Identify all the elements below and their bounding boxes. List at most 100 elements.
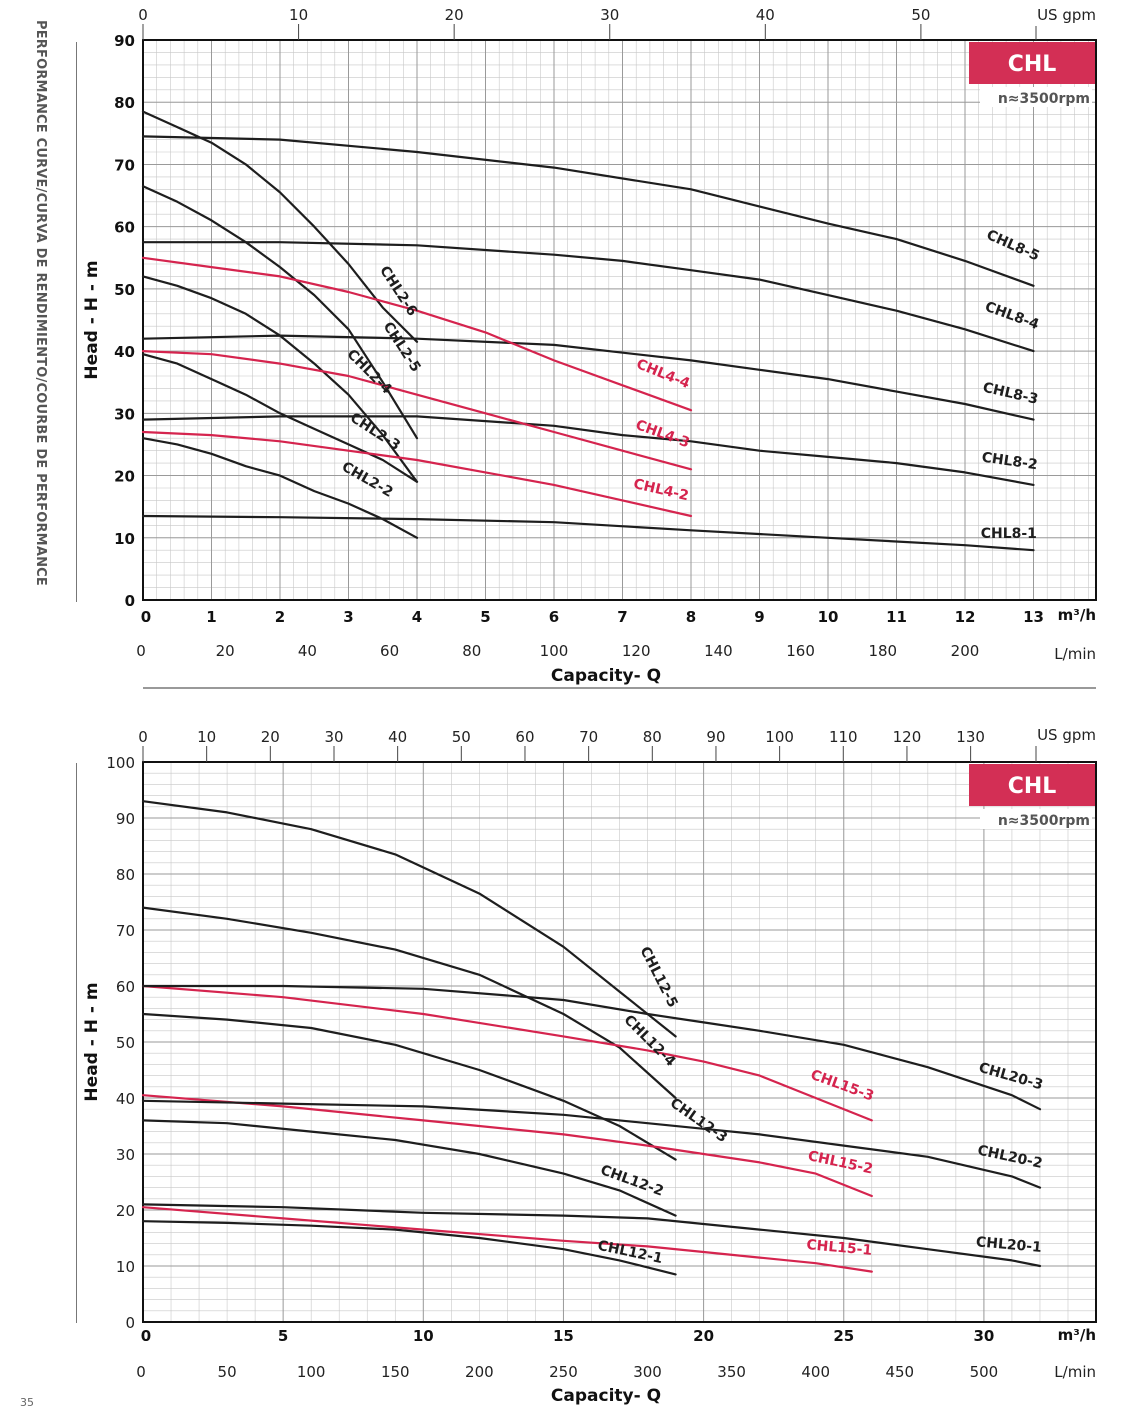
gpm-tick-label: 100 bbox=[765, 728, 794, 746]
curve-chl2-2 bbox=[141, 437, 419, 539]
lpm-tick-label: 50 bbox=[218, 1363, 237, 1381]
y-tick-label: 30 bbox=[114, 405, 135, 423]
curves bbox=[141, 800, 1042, 1276]
x-tick-label: 8 bbox=[686, 608, 696, 626]
y-tick-label: 60 bbox=[116, 978, 135, 996]
gpm-tick-label: 50 bbox=[911, 6, 930, 24]
gpm-unit-label: US gpm bbox=[1037, 6, 1096, 24]
y-tick-label: 20 bbox=[114, 468, 135, 486]
x-tick-label: 25 bbox=[833, 1327, 854, 1345]
lpm-tick-label: 100 bbox=[540, 642, 569, 660]
gpm-tick-label: 50 bbox=[452, 728, 471, 746]
curve-chl12-3 bbox=[141, 1012, 677, 1161]
gpm-tick-label: 120 bbox=[893, 728, 922, 746]
lpm-tick-label: 450 bbox=[885, 1363, 914, 1381]
model-badge bbox=[969, 42, 1095, 84]
curve-chl15-2 bbox=[141, 1094, 873, 1198]
x-tick-label: 5 bbox=[278, 1327, 288, 1345]
y-tick-label: 40 bbox=[114, 343, 135, 361]
curves bbox=[141, 110, 1035, 552]
x-tick-label: 2 bbox=[275, 608, 285, 626]
gpm-tick-label: 30 bbox=[324, 728, 343, 746]
curve-chl12-5 bbox=[141, 800, 677, 1038]
x-tick-label: 3 bbox=[343, 608, 353, 626]
rpm-note: n≈3500rpm bbox=[998, 91, 1090, 107]
gpm-tick-label: 40 bbox=[388, 728, 407, 746]
curve-chl8-2 bbox=[141, 415, 1035, 486]
side-title: PERFORMANCE CURVE/CURVA DE RENDIMIENTO/C… bbox=[33, 20, 48, 586]
y-tick-label: 0 bbox=[125, 1314, 135, 1332]
lpm-tick-label: 160 bbox=[786, 642, 815, 660]
gpm-tick-label: 110 bbox=[829, 728, 858, 746]
curve-chl8-4 bbox=[141, 241, 1035, 353]
gpm-tick-label: 0 bbox=[138, 728, 148, 746]
gpm-unit-label: US gpm bbox=[1037, 726, 1096, 744]
y-tick-label: 90 bbox=[114, 32, 135, 50]
lpm-unit-label: L/min bbox=[1054, 645, 1096, 663]
y-tick-label: 40 bbox=[116, 1090, 135, 1108]
curve-chl20-3 bbox=[141, 984, 1042, 1111]
rpm-note-bg bbox=[980, 87, 1092, 107]
gpm-tick-label: 130 bbox=[956, 728, 985, 746]
x-tick-label: 10 bbox=[413, 1327, 434, 1345]
y-tick-label: 100 bbox=[106, 754, 135, 772]
curve-chl2-4 bbox=[141, 275, 419, 483]
lpm-tick-label: 80 bbox=[462, 642, 481, 660]
x-tick-label: 20 bbox=[693, 1327, 714, 1345]
gpm-tick-label: 20 bbox=[261, 728, 280, 746]
lpm-tick-label: 500 bbox=[970, 1363, 999, 1381]
lpm-tick-label: 100 bbox=[297, 1363, 326, 1381]
y-axis-title: Head - H - m bbox=[82, 982, 102, 1101]
x-tick-label: 5 bbox=[480, 608, 490, 626]
lpm-unit-label: L/min bbox=[1054, 1363, 1096, 1381]
y-tick-label: 50 bbox=[114, 281, 135, 299]
y-tick-label: 0 bbox=[125, 592, 135, 610]
model-badge-text: CHL bbox=[1008, 52, 1057, 77]
lpm-tick-label: 120 bbox=[622, 642, 651, 660]
gpm-tick-label: 60 bbox=[515, 728, 534, 746]
lpm-tick-label: 300 bbox=[633, 1363, 662, 1381]
lpm-tick-label: 60 bbox=[380, 642, 399, 660]
x-tick-label: 10 bbox=[818, 608, 839, 626]
plot-area bbox=[142, 761, 1097, 1323]
model-badge bbox=[969, 764, 1095, 806]
curve-chl12-1 bbox=[141, 1220, 677, 1276]
curve-chl4-3 bbox=[141, 350, 693, 471]
model-badge-text: CHL bbox=[1008, 774, 1057, 799]
x-tick-label: 12 bbox=[955, 608, 976, 626]
y-tick-label: 80 bbox=[116, 866, 135, 884]
x-tick-label: 30 bbox=[973, 1327, 994, 1345]
x-tick-label: 4 bbox=[412, 608, 422, 626]
curve-chl15-1 bbox=[141, 1206, 873, 1273]
side-divider-bottom bbox=[76, 763, 77, 1323]
lpm-tick-label: 0 bbox=[136, 642, 146, 660]
major-grid bbox=[143, 762, 1096, 1322]
x-tick-label: 0 bbox=[141, 608, 151, 626]
y-tick-label: 10 bbox=[114, 530, 135, 548]
lpm-tick-label: 40 bbox=[298, 642, 317, 660]
gpm-tick-label: 20 bbox=[445, 6, 464, 24]
major-grid bbox=[143, 40, 1096, 600]
gpm-tick-label: 90 bbox=[706, 728, 725, 746]
gpm-tick-label: 80 bbox=[643, 728, 662, 746]
plot-area bbox=[142, 39, 1097, 601]
curve-chl12-4 bbox=[141, 906, 677, 1100]
curve-chl2-5 bbox=[141, 185, 419, 440]
y-tick-label: 70 bbox=[116, 922, 135, 940]
x-tick-label: 1 bbox=[206, 608, 216, 626]
curve-chl2-6 bbox=[141, 110, 419, 343]
x-axis-title: Capacity- Q bbox=[551, 1386, 661, 1405]
curve-chl20-2 bbox=[141, 1099, 1042, 1189]
curve-chl4-2 bbox=[141, 430, 693, 518]
x-tick-label: 0 bbox=[141, 1327, 151, 1345]
plot-frame bbox=[142, 761, 1097, 1323]
curve-label-chl8-1: CHL8-1 bbox=[981, 526, 1037, 542]
curve-chl20-1 bbox=[141, 1203, 1042, 1268]
gpm-tick-label: 70 bbox=[579, 728, 598, 746]
lpm-tick-label: 400 bbox=[801, 1363, 830, 1381]
curve-label-chl20-1: CHL20-1 bbox=[975, 1234, 1042, 1256]
y-axis-title: Head - H - m bbox=[82, 260, 102, 379]
lpm-tick-label: 0 bbox=[136, 1363, 146, 1381]
x-unit-label: m³/h bbox=[1058, 606, 1096, 624]
